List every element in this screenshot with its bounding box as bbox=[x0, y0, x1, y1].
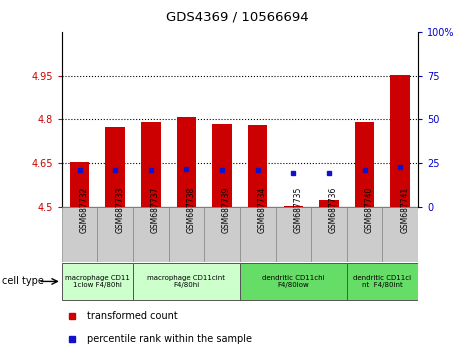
Bar bbox=[212, 124, 232, 207]
Text: GSM687733: GSM687733 bbox=[115, 187, 124, 233]
Text: GSM687739: GSM687739 bbox=[222, 187, 231, 233]
Bar bbox=[240, 263, 347, 300]
Text: dendritic CD11ci
nt  F4/80int: dendritic CD11ci nt F4/80int bbox=[353, 275, 411, 288]
Text: macrophage CD11
1clow F4/80hi: macrophage CD11 1clow F4/80hi bbox=[65, 275, 130, 288]
Text: GSM687736: GSM687736 bbox=[329, 187, 338, 233]
Text: GSM687737: GSM687737 bbox=[151, 187, 160, 233]
Text: GSM687734: GSM687734 bbox=[257, 187, 266, 233]
Bar bbox=[248, 125, 267, 207]
Bar bbox=[141, 122, 161, 207]
Text: transformed count: transformed count bbox=[86, 311, 178, 321]
Text: GSM687732: GSM687732 bbox=[80, 187, 88, 233]
Text: GDS4369 / 10566694: GDS4369 / 10566694 bbox=[166, 11, 309, 24]
Bar bbox=[311, 207, 347, 262]
Text: percentile rank within the sample: percentile rank within the sample bbox=[86, 334, 252, 344]
Bar bbox=[62, 207, 97, 262]
Bar bbox=[169, 207, 204, 262]
Bar bbox=[204, 207, 240, 262]
Bar bbox=[319, 200, 339, 207]
Bar bbox=[62, 263, 133, 300]
Bar bbox=[382, 207, 418, 262]
Bar bbox=[390, 75, 410, 207]
Bar bbox=[284, 206, 303, 207]
Bar bbox=[133, 263, 240, 300]
Bar bbox=[177, 118, 196, 207]
Text: dendritic CD11chi
F4/80low: dendritic CD11chi F4/80low bbox=[262, 275, 324, 288]
Text: GSM687740: GSM687740 bbox=[365, 187, 373, 233]
Bar bbox=[347, 207, 382, 262]
Text: macrophage CD11cint
F4/80hi: macrophage CD11cint F4/80hi bbox=[147, 275, 226, 288]
Text: GSM687735: GSM687735 bbox=[293, 187, 302, 233]
Bar bbox=[347, 263, 418, 300]
Bar bbox=[276, 207, 311, 262]
Bar bbox=[70, 162, 89, 207]
Text: GSM687741: GSM687741 bbox=[400, 187, 409, 233]
Bar bbox=[97, 207, 133, 262]
Bar bbox=[355, 122, 374, 207]
Bar bbox=[240, 207, 276, 262]
Bar bbox=[133, 207, 169, 262]
Text: cell type: cell type bbox=[2, 276, 44, 286]
Text: GSM687738: GSM687738 bbox=[186, 187, 195, 233]
Bar bbox=[105, 127, 125, 207]
